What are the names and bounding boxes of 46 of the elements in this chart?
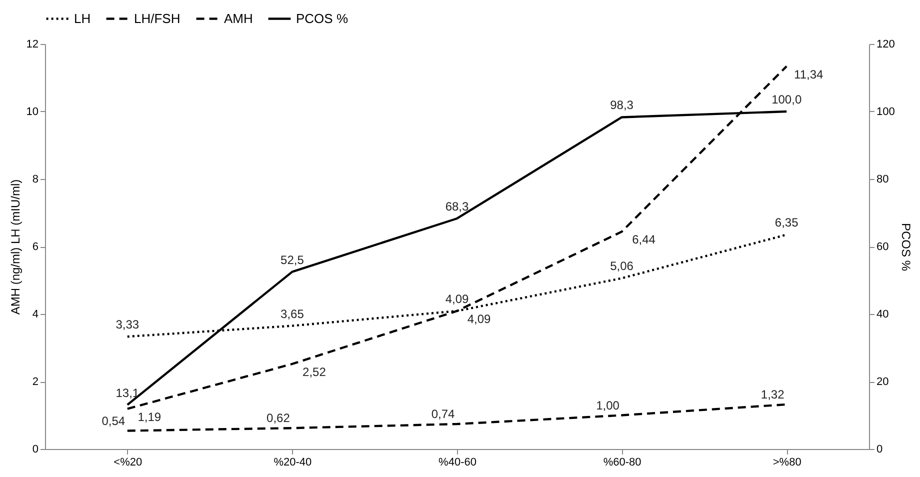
y-tick-label: 0 bbox=[32, 444, 38, 456]
y-tick-label: 2 bbox=[32, 376, 38, 388]
y2-tick-label: 100 bbox=[876, 106, 895, 118]
y-tick-label: 12 bbox=[26, 38, 38, 50]
data-label: 11,34 bbox=[794, 67, 824, 82]
y-tick-label: 6 bbox=[32, 241, 38, 253]
y2-tick-label: 60 bbox=[876, 241, 889, 253]
legend-label: AMH bbox=[224, 10, 253, 26]
data-label: 3,33 bbox=[116, 318, 140, 332]
x-tick-label: %60-80 bbox=[603, 456, 642, 468]
data-label: 13,1 bbox=[116, 386, 140, 400]
data-label: 100,0 bbox=[772, 92, 802, 106]
data-label: 2,52 bbox=[302, 364, 326, 379]
y2-tick-label: 40 bbox=[876, 308, 889, 320]
y2-axis-title: PCOS % bbox=[898, 222, 913, 272]
x-tick-label: %20-40 bbox=[274, 456, 312, 468]
y2-tick-label: 120 bbox=[876, 38, 895, 50]
y2-tick-label: 20 bbox=[876, 376, 889, 388]
data-label: 6,35 bbox=[774, 216, 799, 230]
data-label: 4,09 bbox=[467, 312, 491, 326]
y2-tick-label: 80 bbox=[876, 174, 889, 186]
x-tick-label: >%80 bbox=[772, 456, 802, 468]
data-label: 5,06 bbox=[610, 259, 634, 274]
x-tick-label: %40-60 bbox=[438, 456, 476, 468]
line-series bbox=[126, 403, 788, 432]
y-tick-label: 10 bbox=[26, 106, 38, 118]
data-label: 1,19 bbox=[138, 410, 162, 424]
data-label: 98,3 bbox=[610, 98, 634, 112]
data-label: 68,3 bbox=[445, 199, 469, 214]
data-label: 52,5 bbox=[280, 252, 304, 267]
y-tick-label: 4 bbox=[32, 308, 38, 320]
legend-label: LH/FSH bbox=[134, 10, 180, 26]
data-label: 6,44 bbox=[632, 232, 656, 247]
legend-label: PCOS % bbox=[296, 10, 348, 26]
data-label: 0,62 bbox=[266, 411, 290, 426]
data-label: 4,09 bbox=[445, 292, 469, 306]
x-tick-label: <%20 bbox=[114, 456, 142, 468]
data-label: 3,65 bbox=[280, 306, 304, 321]
data-label: 0,74 bbox=[431, 407, 455, 422]
y-axis-title: AMH (ng/ml) LH (mIU/ml) bbox=[8, 179, 22, 315]
data-label: 1,32 bbox=[760, 387, 785, 402]
data-label: 1,00 bbox=[596, 398, 620, 412]
y2-tick-label: 0 bbox=[876, 444, 883, 456]
data-label: 0,54 bbox=[102, 414, 126, 428]
y-tick-label: 8 bbox=[32, 174, 38, 186]
legend-label: LH bbox=[74, 10, 91, 26]
